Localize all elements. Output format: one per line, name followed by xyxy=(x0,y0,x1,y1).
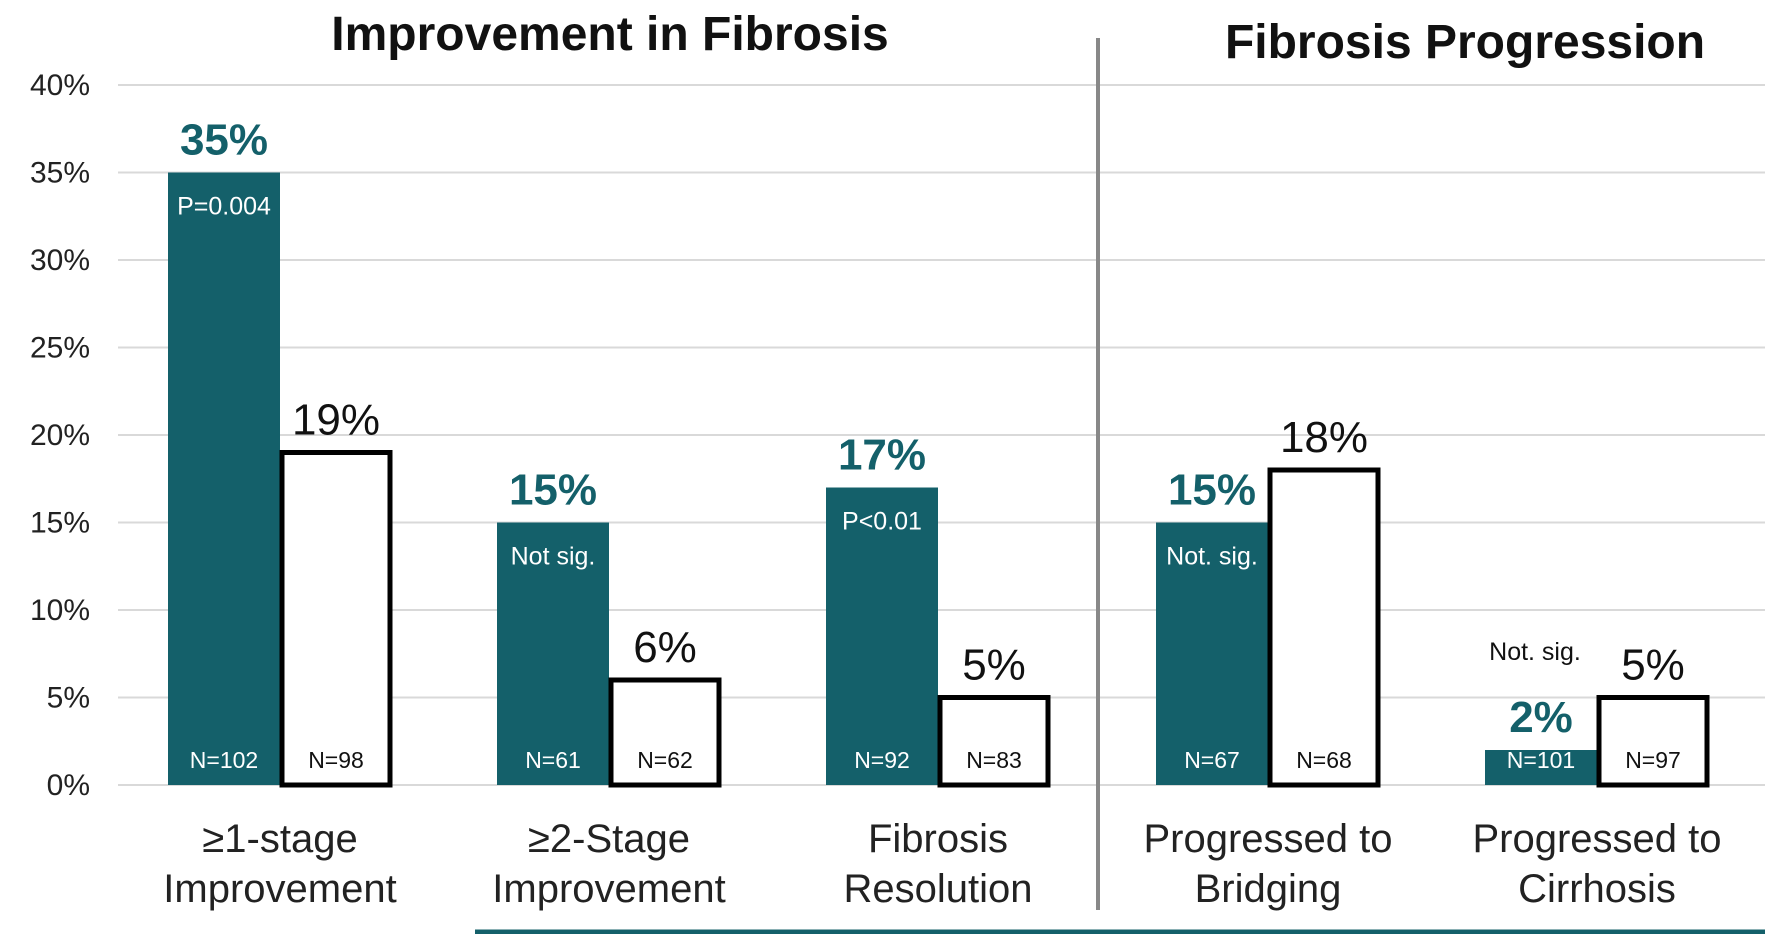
bar-comparator xyxy=(608,677,722,788)
y-tick-label: 40% xyxy=(30,69,90,102)
title-improvement: Improvement in Fibrosis xyxy=(331,8,888,61)
y-axis: 0% 5% 10% 15% 20% 25% 30% 35% 40% xyxy=(30,69,90,802)
y-tick-label: 30% xyxy=(30,244,90,277)
y-tick-label: 0% xyxy=(47,769,90,802)
value-label-comparator: 5% xyxy=(962,641,1026,690)
n-label-treatment: N=67 xyxy=(1184,747,1240,773)
category-label: Progressed to xyxy=(1143,817,1392,861)
y-tick-label: 20% xyxy=(30,419,90,452)
y-tick-label: 25% xyxy=(30,332,90,365)
value-label-comparator: 6% xyxy=(633,623,697,672)
category-label: Fibrosis xyxy=(868,817,1008,861)
y-tick-label: 15% xyxy=(30,507,90,540)
bar-treatment xyxy=(826,487,938,785)
bar-treatment xyxy=(168,172,280,785)
y-tick-label: 5% xyxy=(47,682,90,715)
y-tick-label: 35% xyxy=(30,157,90,190)
significance-label: P<0.01 xyxy=(842,508,922,536)
n-label-comparator: N=97 xyxy=(1625,747,1681,773)
category-label: ≥1-stage xyxy=(202,817,357,861)
value-label-comparator: 18% xyxy=(1280,413,1368,462)
value-label-treatment: 17% xyxy=(838,431,926,480)
significance-label: Not. sig. xyxy=(1489,638,1581,666)
bars xyxy=(168,172,1710,788)
category-label: Improvement xyxy=(492,867,725,911)
y-tick-label: 10% xyxy=(30,594,90,627)
category-label: Resolution xyxy=(843,867,1032,911)
value-label-comparator: 5% xyxy=(1621,641,1685,690)
bar-treatment xyxy=(1156,522,1268,785)
significance-label: Not. sig. xyxy=(1166,543,1258,571)
n-label-treatment: N=102 xyxy=(190,747,258,773)
bar-treatment xyxy=(1485,750,1597,785)
category-label: ≥2-Stage xyxy=(528,817,690,861)
bar-comparator xyxy=(279,450,393,788)
category-label: Progressed to xyxy=(1472,817,1721,861)
n-label-treatment: N=61 xyxy=(525,747,581,773)
significance-label: Not sig. xyxy=(511,543,596,571)
n-label-comparator: N=83 xyxy=(966,747,1022,773)
value-label-comparator: 19% xyxy=(292,396,380,445)
category-label: Cirrhosis xyxy=(1518,867,1676,911)
title-progression: Fibrosis Progression xyxy=(1225,16,1705,69)
n-label-comparator: N=62 xyxy=(637,747,693,773)
value-label-treatment: 2% xyxy=(1509,693,1573,742)
bar-treatment xyxy=(497,522,609,785)
n-label-treatment: N=101 xyxy=(1507,747,1575,773)
value-label-treatment: 15% xyxy=(1168,466,1256,515)
labels: N=102 N=98 35% 19% P=0.004 ≥1-stage Improvemen… xyxy=(163,116,1721,912)
bar-comparator xyxy=(1596,695,1710,788)
significance-label: P=0.004 xyxy=(177,193,271,221)
n-label-treatment: N=92 xyxy=(854,747,910,773)
value-label-treatment: 35% xyxy=(180,116,268,165)
bar-comparator xyxy=(1267,467,1381,788)
value-label-treatment: 15% xyxy=(509,466,597,515)
category-label: Improvement xyxy=(163,867,396,911)
n-label-comparator: N=68 xyxy=(1296,747,1352,773)
category-label: Bridging xyxy=(1195,867,1342,911)
bar-comparator xyxy=(937,695,1051,788)
n-label-comparator: N=98 xyxy=(308,747,364,773)
